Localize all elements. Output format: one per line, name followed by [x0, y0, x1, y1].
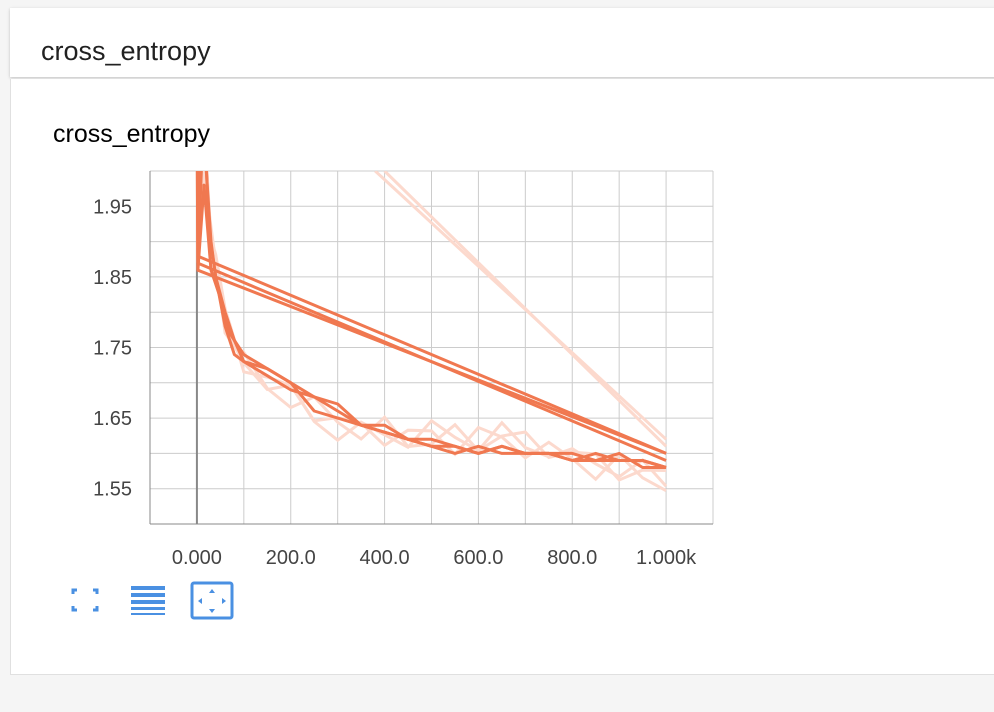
card-header-title: cross_entropy	[41, 36, 211, 66]
axes: 0.000 200.0 400.0 600.0 800.0 1.000k 1.55 1.65 1…	[93, 171, 713, 569]
line-chart[interactable]: 0.000 200.0 400.0 600.0 800.0 1.000k 1.55 1.65 1…	[11, 79, 994, 579]
x-tick-label: 800.0	[547, 547, 597, 569]
x-tick-label: 200.0	[266, 547, 316, 569]
y-tick-label: 1.75	[93, 338, 132, 360]
list-lines-icon	[131, 586, 165, 615]
x-tick-label: 0.000	[172, 547, 222, 569]
x-tick-label: 400.0	[360, 547, 410, 569]
x-tick-label: 1.000k	[636, 547, 697, 569]
series-line	[195, 171, 667, 469]
grid	[149, 170, 714, 525]
series-line	[196, 254, 667, 455]
fit-domain-icon	[190, 581, 234, 620]
fullscreen-icon	[71, 588, 99, 612]
series-layer	[195, 171, 667, 469]
y-tick-label: 1.65	[93, 408, 132, 430]
card-header[interactable]: cross_entropy	[10, 8, 994, 77]
series-line	[374, 171, 668, 441]
y-tick-label: 1.95	[93, 196, 132, 218]
y-tick-label: 1.85	[93, 267, 132, 289]
y-tick-label: 1.55	[93, 479, 132, 501]
fit-domain-button[interactable]	[190, 581, 234, 621]
x-tick-label: 600.0	[453, 547, 503, 569]
chart-panel: cross_entropy 0.000 200.0 400.0 600.0 800.0 1…	[10, 79, 994, 675]
fullscreen-button[interactable]	[63, 580, 107, 620]
toggle-log-scale-button[interactable]	[126, 580, 170, 620]
chart-title: cross_entropy	[53, 120, 211, 148]
series-line	[196, 268, 667, 455]
